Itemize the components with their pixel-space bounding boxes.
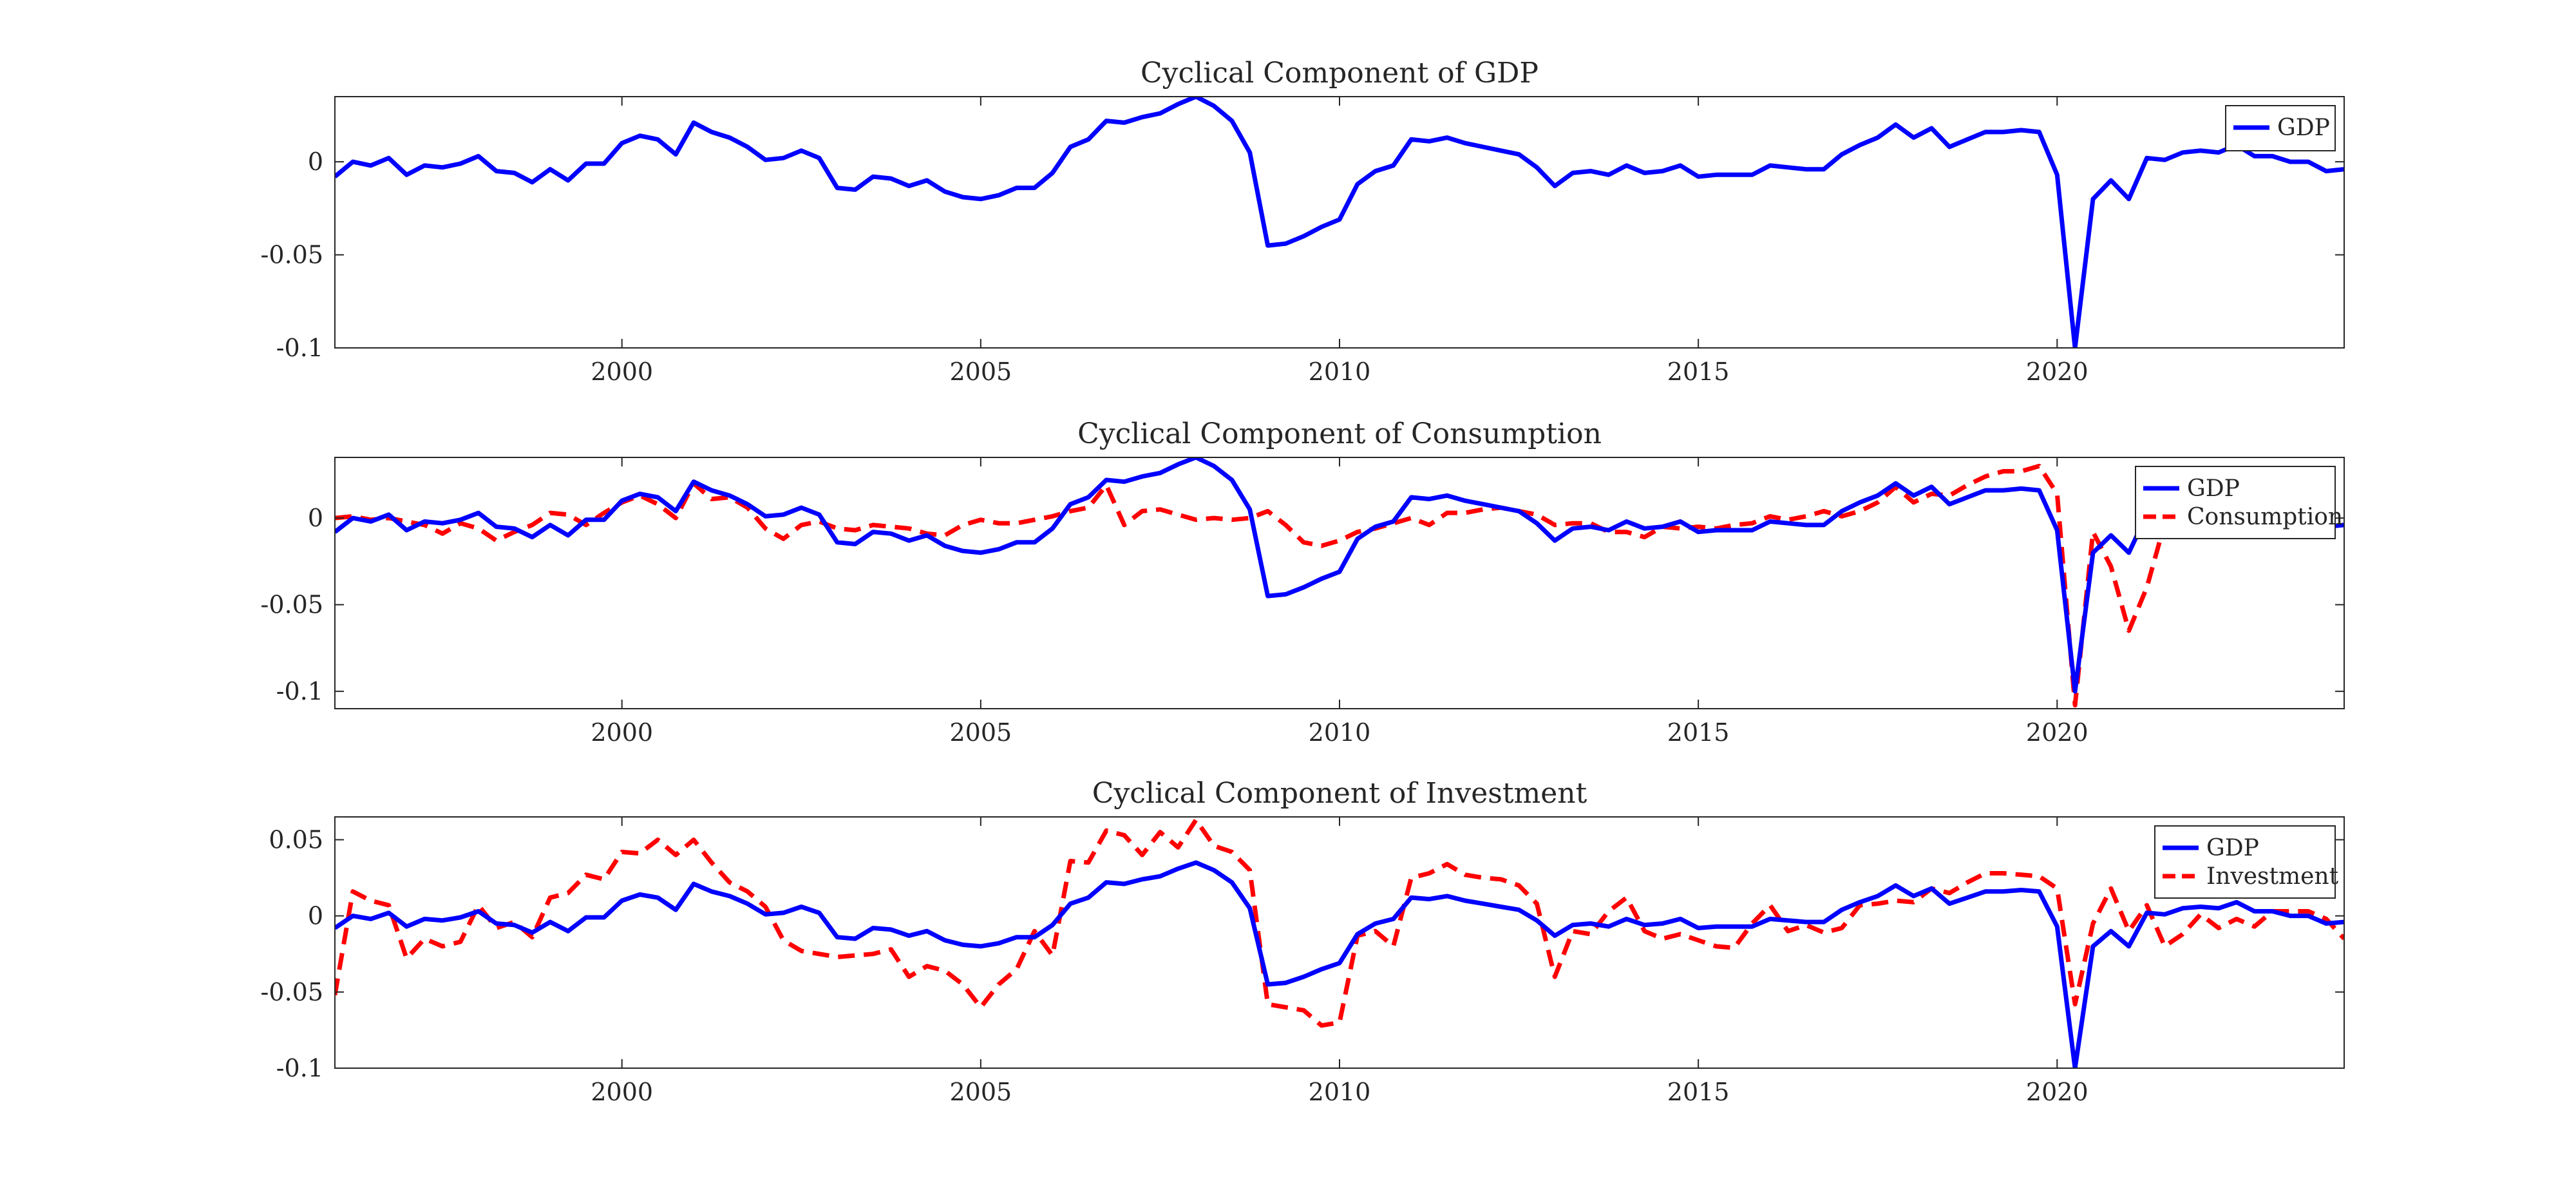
tick-layer: 2000 2005 2010 2015 2020 -0.1 -0.05 0 0.05 [261,817,2344,1106]
x-tick-label: 2000 [591,358,653,386]
panel-consumption: Cyclical Component of Consumption 2000 20… [261,417,2345,747]
tick-layer: 2000 2005 2010 2015 2020 -0.1 -0.05 0 [261,97,2344,386]
y-tick-label: 0.05 [269,825,323,854]
y-tick-label: 0 [308,902,323,930]
legend: GDP [2225,105,2336,151]
x-tick-label: 2000 [591,718,653,747]
chart-title: Cyclical Component of GDP [1141,57,1539,90]
x-tick-label: 2000 [591,1078,653,1106]
y-tick-label: -0.1 [276,334,323,362]
chart-title: Cyclical Component of Consumption [1077,417,1602,450]
x-tick-label: 2005 [949,358,1012,386]
x-tick-label: 2010 [1309,358,1371,386]
x-tick-label: 2005 [949,1078,1012,1106]
x-tick-label: 2010 [1309,1078,1371,1106]
legend-box [2135,466,2336,539]
legend-label: GDP [2277,115,2330,141]
legend-label: GDP [2206,835,2259,861]
y-tick-label: 0 [308,504,323,532]
legend-label: Consumption [2187,504,2343,530]
series-line-investment [335,818,2344,1028]
legend-label: GDP [2187,475,2240,502]
legend-box [2154,825,2336,899]
series-line-gdp [335,97,2344,348]
y-tick-label: -0.05 [261,978,323,1006]
y-tick-label: 0 [308,148,323,176]
series-layer [335,97,2344,348]
x-tick-label: 2020 [2026,1078,2088,1106]
x-tick-label: 2015 [1667,718,1730,747]
y-tick-label: -0.1 [276,1054,323,1082]
chart-title: Cyclical Component of Investment [1092,777,1587,810]
series-layer [335,818,2344,1068]
series-line-gdp [335,860,2344,1068]
legend-label: Investment [2206,863,2339,890]
y-tick-label: -0.1 [276,677,323,705]
y-tick-label: -0.05 [261,591,323,619]
x-tick-label: 2015 [1667,1078,1730,1106]
panel-gdp: Cyclical Component of GDP 2000 2005 2010 20… [261,57,2345,386]
tick-layer: 2000 2005 2010 2015 2020 -0.1 -0.05 0 [261,457,2344,747]
series-line-gdp [335,457,2344,694]
series-line-consumption [335,463,2184,708]
x-tick-label: 2020 [2026,718,2088,747]
x-tick-label: 2020 [2026,358,2088,386]
x-tick-label: 2010 [1309,718,1371,747]
y-tick-label: -0.05 [261,241,323,269]
x-tick-label: 2015 [1667,358,1730,386]
x-tick-label: 2005 [949,718,1012,747]
panel-investment: Cyclical Component of Investment 2000 200… [261,777,2345,1106]
series-layer [335,457,2344,708]
